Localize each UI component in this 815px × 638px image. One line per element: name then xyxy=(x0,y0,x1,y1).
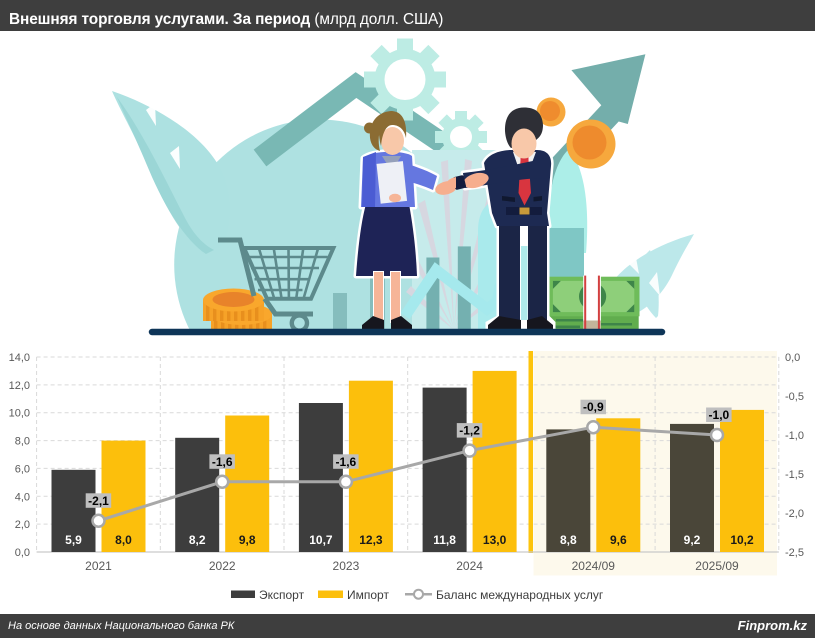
svg-text:6,0: 6,0 xyxy=(15,463,30,475)
svg-text:2023: 2023 xyxy=(333,559,360,573)
svg-text:2025/09: 2025/09 xyxy=(695,559,739,573)
svg-text:-2,0: -2,0 xyxy=(785,508,804,520)
svg-text:2022: 2022 xyxy=(209,559,236,573)
svg-text:8,0: 8,0 xyxy=(15,436,30,448)
svg-text:2,0: 2,0 xyxy=(15,519,30,531)
svg-text:-2,1: -2,1 xyxy=(88,494,109,508)
svg-text:8,0: 8,0 xyxy=(115,533,132,547)
svg-text:0,0: 0,0 xyxy=(15,547,30,559)
svg-text:-1,0: -1,0 xyxy=(709,408,730,422)
svg-text:0,0: 0,0 xyxy=(785,352,800,364)
svg-text:12,0: 12,0 xyxy=(9,380,30,392)
svg-text:8,2: 8,2 xyxy=(189,533,206,547)
svg-text:10,7: 10,7 xyxy=(309,533,333,547)
svg-text:11,8: 11,8 xyxy=(433,533,456,547)
svg-text:14,0: 14,0 xyxy=(9,352,30,364)
svg-text:-0,5: -0,5 xyxy=(785,391,804,403)
svg-text:8,8: 8,8 xyxy=(560,533,577,547)
svg-text:-1,6: -1,6 xyxy=(212,455,233,469)
svg-text:2024: 2024 xyxy=(456,559,483,573)
svg-text:4,0: 4,0 xyxy=(15,491,30,503)
svg-text:-1,5: -1,5 xyxy=(785,469,804,481)
svg-text:Баланс международных услуг: Баланс международных услуг xyxy=(436,588,604,602)
svg-text:12,3: 12,3 xyxy=(359,533,383,547)
svg-text:13,0: 13,0 xyxy=(483,533,507,547)
svg-text:-1,0: -1,0 xyxy=(785,430,804,442)
svg-text:-1,2: -1,2 xyxy=(459,424,480,438)
svg-text:10,2: 10,2 xyxy=(730,533,754,547)
svg-text:5,9: 5,9 xyxy=(65,533,82,547)
svg-text:2021: 2021 xyxy=(85,559,112,573)
svg-text:-1,6: -1,6 xyxy=(336,455,357,469)
svg-text:9,8: 9,8 xyxy=(239,533,256,547)
svg-text:9,6: 9,6 xyxy=(610,533,627,547)
svg-text:Импорт: Импорт xyxy=(347,588,389,602)
svg-text:2024/09: 2024/09 xyxy=(572,559,616,573)
svg-text:-2,5: -2,5 xyxy=(785,547,804,559)
svg-text:10,0: 10,0 xyxy=(9,408,30,420)
svg-text:9,2: 9,2 xyxy=(684,533,701,547)
svg-text:-0,9: -0,9 xyxy=(583,400,604,414)
svg-text:Экспорт: Экспорт xyxy=(259,588,305,602)
